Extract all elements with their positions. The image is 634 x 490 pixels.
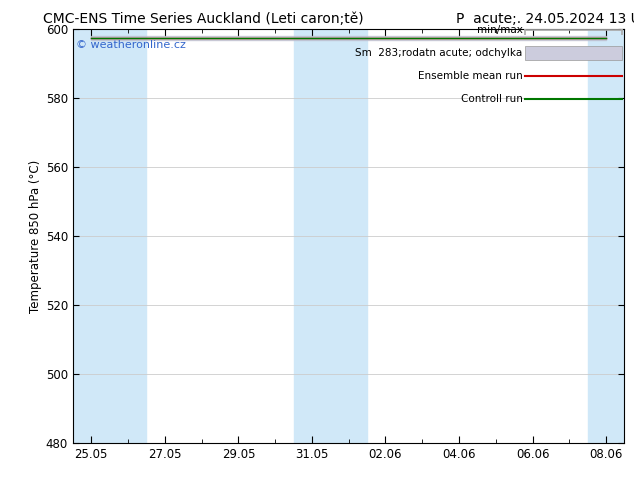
FancyBboxPatch shape xyxy=(525,46,622,60)
Text: Ensemble mean run: Ensemble mean run xyxy=(418,71,522,81)
Bar xyxy=(294,29,367,443)
Text: CMC-ENS Time Series Auckland (Leti caron;tě): CMC-ENS Time Series Auckland (Leti caron… xyxy=(42,12,363,26)
Y-axis label: Temperature 850 hPa (°C): Temperature 850 hPa (°C) xyxy=(29,160,42,313)
Text: Controll run: Controll run xyxy=(460,94,522,103)
Text: P  acute;. 24.05.2024 13 UTC: P acute;. 24.05.2024 13 UTC xyxy=(456,12,634,26)
Bar xyxy=(588,29,624,443)
Bar xyxy=(73,29,146,443)
Text: min/max: min/max xyxy=(477,25,522,35)
Text: Sm  283;rodatn acute; odchylka: Sm 283;rodatn acute; odchylka xyxy=(355,48,522,58)
Line: 2 pts: 2 pts xyxy=(521,25,626,35)
Text: © weatheronline.cz: © weatheronline.cz xyxy=(75,40,186,50)
